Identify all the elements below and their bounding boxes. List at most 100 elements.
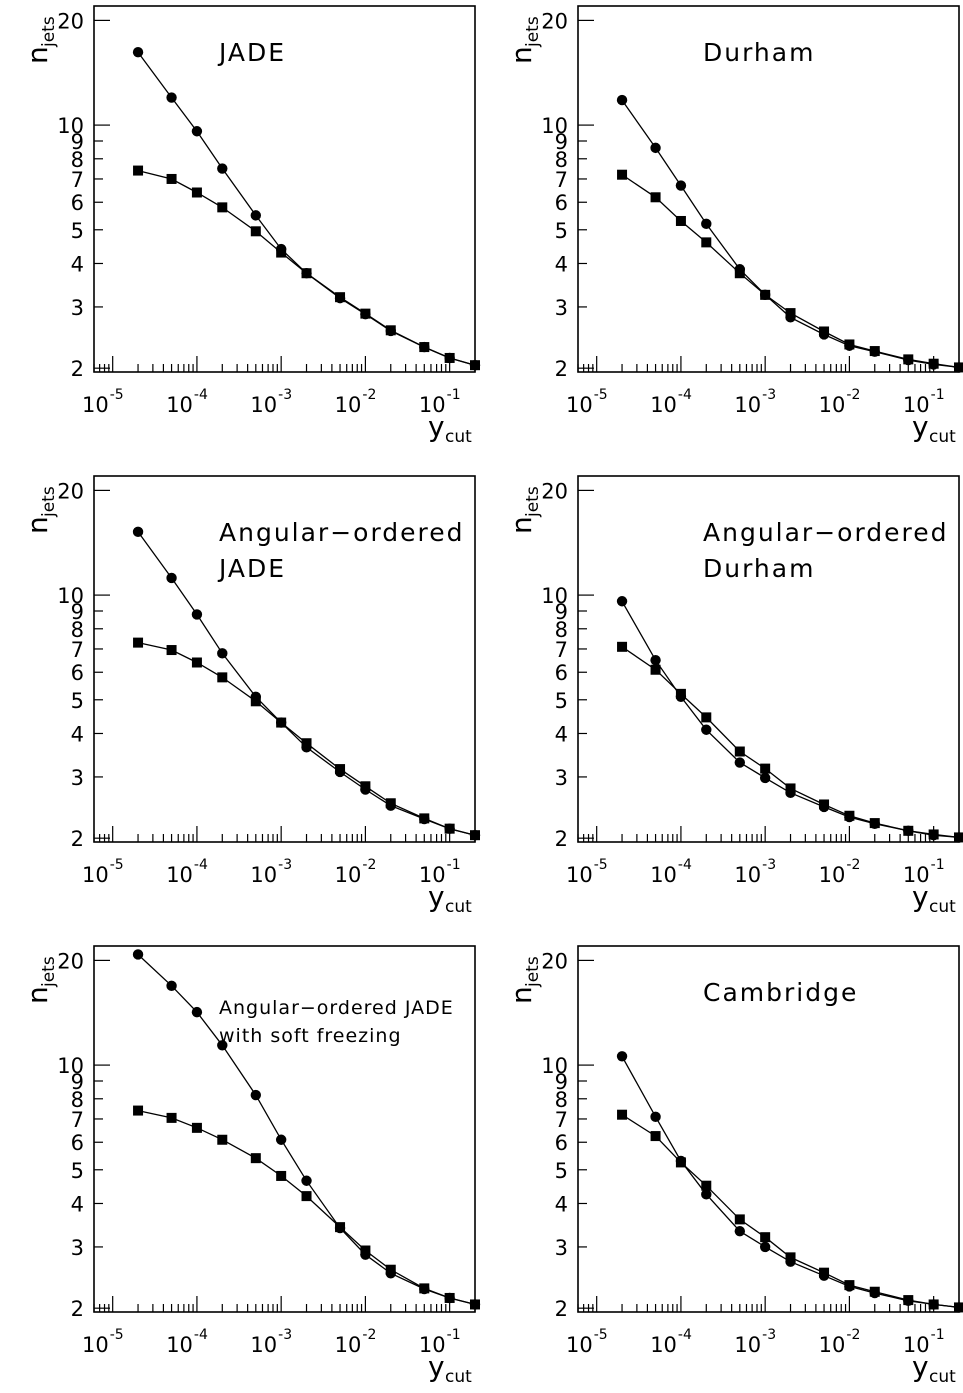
x-tick-label: 10 -2 bbox=[819, 1327, 861, 1357]
y-axis-ticks bbox=[578, 959, 594, 1309]
panel-6: 10 -5 10 -4 10 -3 10 -2 10 -1y cut234567891020njet… bbox=[505, 945, 963, 1387]
x-tick-base: 10 bbox=[903, 393, 930, 417]
x-tick-label: 10 -5 bbox=[82, 1327, 124, 1357]
series-square bbox=[133, 637, 480, 841]
series-line bbox=[137, 169, 476, 366]
y-tick-label: 20 bbox=[541, 949, 568, 973]
data-point-circle bbox=[616, 596, 628, 607]
x-axis-label-sub: cut bbox=[929, 427, 956, 447]
x-tick-exponent: -2 bbox=[846, 1327, 860, 1343]
data-point-square bbox=[954, 1302, 963, 1313]
data-point-square bbox=[217, 202, 228, 213]
data-point-square bbox=[335, 292, 346, 303]
y-tick-label: 5 bbox=[71, 219, 84, 243]
data-point-square bbox=[217, 672, 228, 683]
data-point-square bbox=[819, 799, 830, 810]
series-circle bbox=[132, 526, 481, 841]
data-point-square bbox=[928, 829, 939, 840]
data-point-circle bbox=[191, 609, 203, 620]
x-axis-label-sub: cut bbox=[929, 1367, 956, 1387]
data-point-circle bbox=[250, 210, 262, 221]
data-point-square bbox=[217, 1134, 228, 1145]
series-line bbox=[137, 531, 476, 836]
y-tick-label: 8 bbox=[555, 1088, 568, 1112]
x-tick-exponent: -5 bbox=[110, 857, 124, 873]
y-tick-label: 5 bbox=[555, 1159, 568, 1183]
data-point-square bbox=[385, 798, 396, 809]
data-point-square bbox=[785, 1252, 796, 1263]
data-point-square bbox=[760, 289, 771, 300]
data-point-square bbox=[819, 326, 830, 337]
data-point-square bbox=[844, 810, 855, 821]
data-point-square bbox=[444, 1292, 455, 1303]
data-point-square bbox=[191, 657, 202, 668]
x-tick-base: 10 bbox=[419, 393, 446, 417]
data-point-circle bbox=[217, 163, 228, 174]
y-axis-ticks bbox=[94, 19, 110, 369]
x-tick-exponent: -3 bbox=[278, 387, 292, 403]
y-tick-label: 20 bbox=[57, 479, 84, 503]
x-tick-label: 10 -2 bbox=[335, 387, 377, 417]
plot-frame bbox=[93, 945, 476, 1313]
x-tick-label: 10 -5 bbox=[82, 387, 124, 417]
x-tick-label: 10 -2 bbox=[819, 857, 861, 887]
data-point-circle bbox=[616, 94, 628, 106]
y-tick-label: 9 bbox=[71, 130, 84, 154]
data-point-square bbox=[869, 818, 880, 829]
y-tick-label: 4 bbox=[71, 252, 84, 276]
x-tick-base: 10 bbox=[566, 863, 593, 887]
x-tick-base: 10 bbox=[566, 393, 593, 417]
data-point-square bbox=[250, 696, 261, 707]
x-axis-label-main: y bbox=[428, 880, 445, 913]
data-point-square bbox=[335, 1222, 346, 1233]
data-point-circle bbox=[166, 92, 177, 103]
data-point-square bbox=[617, 169, 628, 180]
y-tick-label: 8 bbox=[71, 148, 84, 172]
y-axis-label-main: n bbox=[505, 986, 538, 1004]
data-point-square bbox=[133, 637, 144, 648]
x-tick-base: 10 bbox=[419, 863, 446, 887]
y-tick-label: 5 bbox=[71, 1159, 84, 1183]
series-line bbox=[621, 1055, 960, 1309]
y-tick-label: 6 bbox=[555, 191, 568, 215]
x-tick-base: 10 bbox=[335, 1333, 362, 1357]
x-tick-label: 10 -5 bbox=[566, 387, 608, 417]
y-axis-ticks bbox=[578, 489, 594, 839]
x-tick-label: 10 -1 bbox=[419, 857, 461, 887]
data-point-square bbox=[785, 783, 796, 794]
data-point-square bbox=[903, 354, 914, 365]
data-point-circle bbox=[759, 1241, 771, 1253]
x-tick-base: 10 bbox=[819, 1333, 846, 1357]
y-tick-label: 5 bbox=[71, 689, 84, 713]
data-point-circle bbox=[734, 1225, 746, 1237]
y-tick-label: 8 bbox=[555, 618, 568, 642]
y-tick-label: 3 bbox=[555, 296, 568, 320]
data-point-square bbox=[133, 165, 144, 176]
panel-title-line: Angular−ordered bbox=[703, 518, 949, 547]
x-tick-base: 10 bbox=[650, 1333, 677, 1357]
panel-2: 10 -5 10 -4 10 -3 10 -2 10 -1y cut234567891020njet… bbox=[505, 5, 963, 447]
y-axis-label-main: n bbox=[505, 46, 538, 64]
panel-title-line: Durham bbox=[703, 554, 815, 583]
x-tick-exponent: -2 bbox=[362, 1327, 376, 1343]
y-axis-label-sub: jets bbox=[39, 486, 59, 518]
x-tick-base: 10 bbox=[734, 1333, 761, 1357]
y-tick-label: 7 bbox=[71, 1108, 84, 1132]
y-tick-label: 2 bbox=[71, 357, 84, 381]
y-tick-label: 4 bbox=[71, 722, 84, 746]
data-point-square bbox=[675, 215, 686, 226]
y-tick-label: 5 bbox=[555, 689, 568, 713]
x-tick-exponent: -3 bbox=[762, 1327, 776, 1343]
data-point-circle bbox=[217, 1040, 228, 1051]
data-point-square bbox=[335, 764, 346, 775]
x-axis-ticks bbox=[93, 1296, 476, 1312]
x-tick-base: 10 bbox=[419, 1333, 446, 1357]
plot-frame bbox=[93, 5, 476, 373]
plot-frame bbox=[577, 475, 960, 843]
y-tick-label: 10 bbox=[57, 1054, 84, 1078]
data-point-square bbox=[250, 226, 261, 237]
data-point-square bbox=[675, 688, 686, 699]
x-tick-base: 10 bbox=[903, 1333, 930, 1357]
